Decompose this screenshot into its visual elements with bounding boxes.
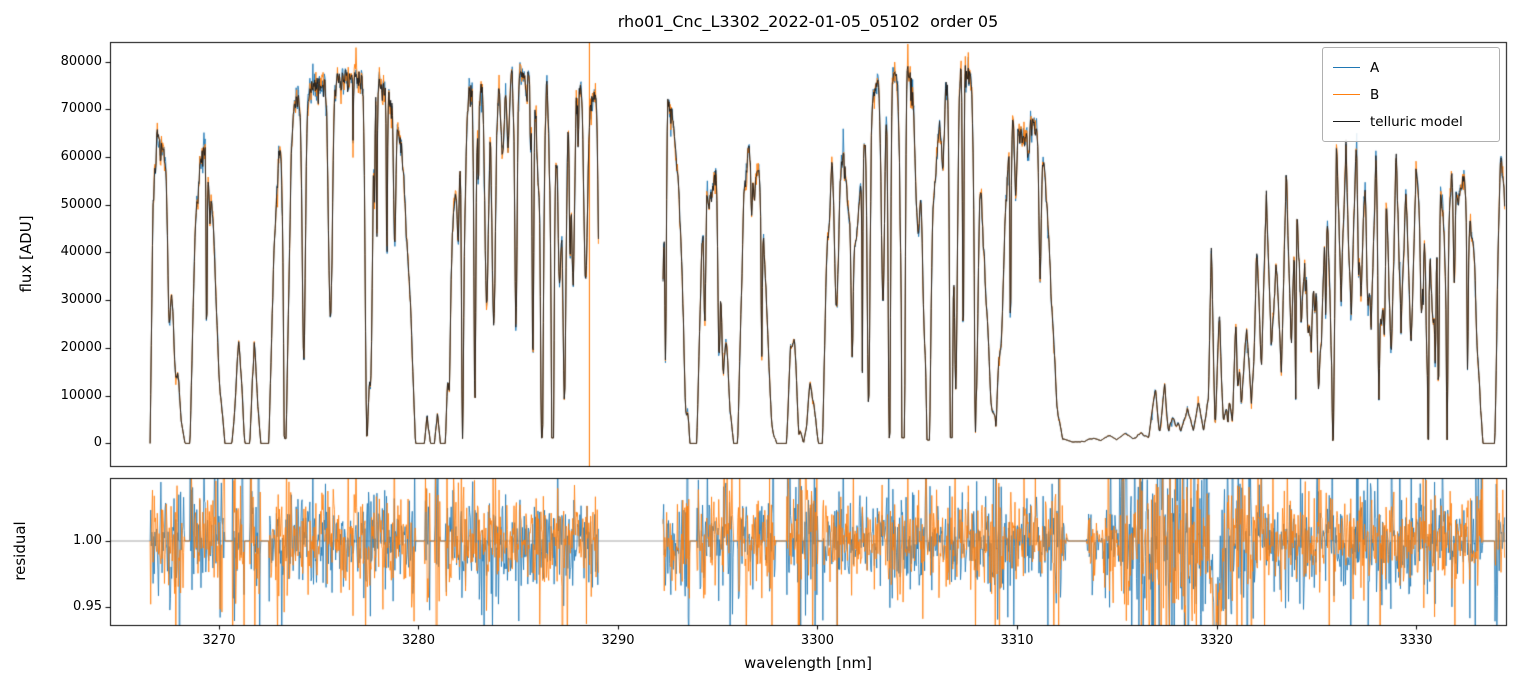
flux-y-tick-label: 60000	[60, 149, 102, 165]
legend-item-b: B	[1333, 81, 1489, 108]
x-tick-label: 3320	[1199, 633, 1234, 648]
flux-y-tick-label: 30000	[60, 292, 102, 308]
residual-y-tick-label: 0.95	[73, 599, 102, 615]
flux-y-tick-label: 0	[93, 435, 102, 451]
legend-label: telluric model	[1370, 113, 1463, 130]
flux-y-tick-label: 80000	[60, 53, 102, 69]
legend-item-telluric-model: telluric model	[1333, 108, 1489, 135]
wavelength-axis-label: wavelength [nm]	[744, 654, 872, 672]
legend-line-swatch	[1333, 67, 1360, 68]
flux-y-tick-label: 50000	[60, 196, 102, 212]
legend-label: A	[1370, 59, 1380, 76]
flux-y-tick-label: 10000	[60, 387, 102, 403]
x-tick-label: 3330	[1399, 633, 1433, 648]
flux-y-tick-label: 20000	[60, 339, 102, 355]
chart-title: rho01_Cnc_L3302_2022-01-05_05102 order 0…	[617, 12, 999, 31]
legend: A B telluric model	[1322, 47, 1500, 142]
legend-label: B	[1370, 86, 1380, 103]
x-tick-label: 3290	[601, 633, 635, 648]
legend-item-a: A	[1333, 54, 1489, 81]
legend-line-swatch	[1333, 94, 1360, 95]
residual-y-tick-label: 1.00	[73, 533, 102, 548]
flux-y-tick-label: 70000	[60, 101, 102, 117]
x-tick-label: 3310	[1000, 633, 1034, 648]
x-tick-label: 3300	[800, 633, 835, 648]
legend-line-swatch	[1333, 121, 1360, 122]
x-tick-label: 3270	[202, 633, 236, 648]
x-tick-label: 3280	[401, 633, 435, 648]
flux-y-tick-label: 40000	[60, 244, 102, 260]
residual-axis-label: residual	[11, 521, 29, 581]
